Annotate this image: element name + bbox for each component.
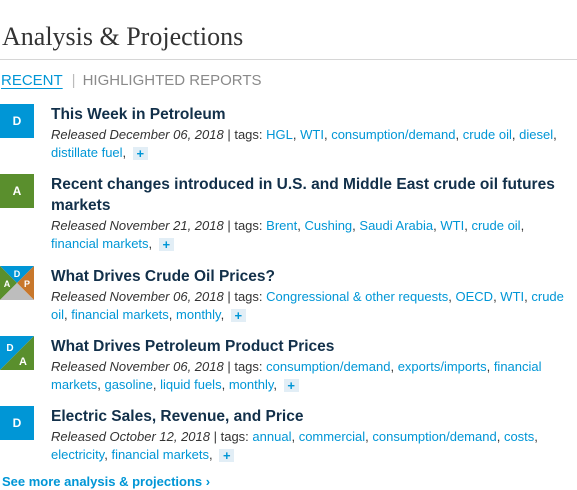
tag-link[interactable]: Brent bbox=[266, 218, 297, 233]
tags-label: tags: bbox=[234, 359, 262, 374]
item-meta: Released December 06, 2018 | tags: HGL, … bbox=[51, 126, 569, 161]
item-title[interactable]: Electric Sales, Revenue, and Price bbox=[51, 406, 569, 427]
item-title[interactable]: This Week in Petroleum bbox=[51, 104, 569, 125]
tag-link[interactable]: WTI bbox=[440, 218, 464, 233]
svg-text:D: D bbox=[14, 269, 21, 279]
svg-text:A: A bbox=[4, 279, 11, 289]
tag-link[interactable]: financial markets bbox=[111, 447, 209, 462]
tag-link[interactable]: Cushing bbox=[304, 218, 352, 233]
more-tags-button[interactable]: + bbox=[133, 147, 148, 160]
title-divider bbox=[0, 59, 577, 60]
data-analysis-badge-icon: D A bbox=[0, 336, 34, 370]
tag-link[interactable]: consumption/demand bbox=[266, 359, 390, 374]
tag-link[interactable]: electricity bbox=[51, 447, 104, 462]
tag-link[interactable]: diesel bbox=[519, 127, 553, 142]
see-more-link[interactable]: See more analysis & projections › bbox=[2, 474, 210, 489]
tag-link[interactable]: monthly bbox=[229, 377, 274, 392]
tags-label: tags: bbox=[234, 127, 262, 142]
item-title[interactable]: Recent changes introduced in U.S. and Mi… bbox=[51, 174, 569, 216]
tag-link[interactable]: distillate fuel bbox=[51, 145, 123, 160]
tab-recent[interactable]: RECENT bbox=[1, 72, 63, 89]
tag-link[interactable]: costs bbox=[504, 429, 534, 444]
data-badge-icon: D bbox=[0, 406, 34, 440]
release-date: Released November 06, 2018 bbox=[51, 359, 224, 374]
more-tags-button[interactable]: + bbox=[219, 449, 234, 462]
more-tags-button[interactable]: + bbox=[284, 379, 299, 392]
more-tags-button[interactable]: + bbox=[159, 238, 174, 251]
item-meta: Released October 12, 2018 | tags: annual… bbox=[51, 428, 569, 463]
tab-highlighted-reports[interactable]: HIGHLIGHTED REPORTS bbox=[83, 72, 262, 89]
tags-label: tags: bbox=[234, 289, 262, 304]
tag-link[interactable]: annual bbox=[252, 429, 291, 444]
tag-link[interactable]: gasoline bbox=[104, 377, 152, 392]
tag-link[interactable]: exports/imports bbox=[398, 359, 487, 374]
tags-label: tags: bbox=[234, 218, 262, 233]
tag-link[interactable]: WTI bbox=[500, 289, 524, 304]
tag-link[interactable]: consumption/demand bbox=[372, 429, 496, 444]
tag-link[interactable]: financial markets bbox=[71, 307, 169, 322]
tag-link[interactable]: liquid fuels bbox=[160, 377, 221, 392]
tag-link[interactable]: Congressional & other requests bbox=[266, 289, 448, 304]
tab-bar: RECENT | HIGHLIGHTED REPORTS bbox=[1, 72, 262, 89]
tag-link[interactable]: financial markets bbox=[51, 236, 149, 251]
item-title[interactable]: What Drives Crude Oil Prices? bbox=[51, 266, 569, 287]
tags-label: tags: bbox=[221, 429, 249, 444]
tag-link[interactable]: OECD bbox=[456, 289, 494, 304]
release-date: Released December 06, 2018 bbox=[51, 127, 224, 142]
tag-link[interactable]: WTI bbox=[300, 127, 324, 142]
analysis-badge-icon: A bbox=[0, 174, 34, 208]
tag-link[interactable]: monthly bbox=[176, 307, 221, 322]
tag-link[interactable]: commercial bbox=[299, 429, 365, 444]
data-badge-icon: D bbox=[0, 104, 34, 138]
tag-link[interactable]: consumption/demand bbox=[331, 127, 455, 142]
svg-text:P: P bbox=[24, 279, 30, 289]
tab-separator: | bbox=[72, 72, 76, 89]
svg-text:D: D bbox=[6, 343, 13, 354]
item-meta: Released November 21, 2018 | tags: Brent… bbox=[51, 217, 569, 252]
page-title: Analysis & Projections bbox=[2, 22, 243, 52]
tag-link[interactable]: crude oil bbox=[471, 218, 520, 233]
release-date: Released November 21, 2018 bbox=[51, 218, 224, 233]
item-meta: Released November 06, 2018 | tags: Congr… bbox=[51, 288, 569, 323]
tag-link[interactable]: HGL bbox=[266, 127, 293, 142]
tag-link[interactable]: crude oil bbox=[463, 127, 512, 142]
release-date: Released October 12, 2018 bbox=[51, 429, 210, 444]
more-tags-button[interactable]: + bbox=[231, 309, 246, 322]
data-analysis-projections-badge-icon: D A P bbox=[0, 266, 34, 300]
release-date: Released November 06, 2018 bbox=[51, 289, 224, 304]
tag-link[interactable]: Saudi Arabia bbox=[359, 218, 433, 233]
svg-text:A: A bbox=[19, 356, 27, 368]
item-title[interactable]: What Drives Petroleum Product Prices bbox=[51, 336, 569, 357]
item-meta: Released November 06, 2018 | tags: consu… bbox=[51, 358, 569, 393]
